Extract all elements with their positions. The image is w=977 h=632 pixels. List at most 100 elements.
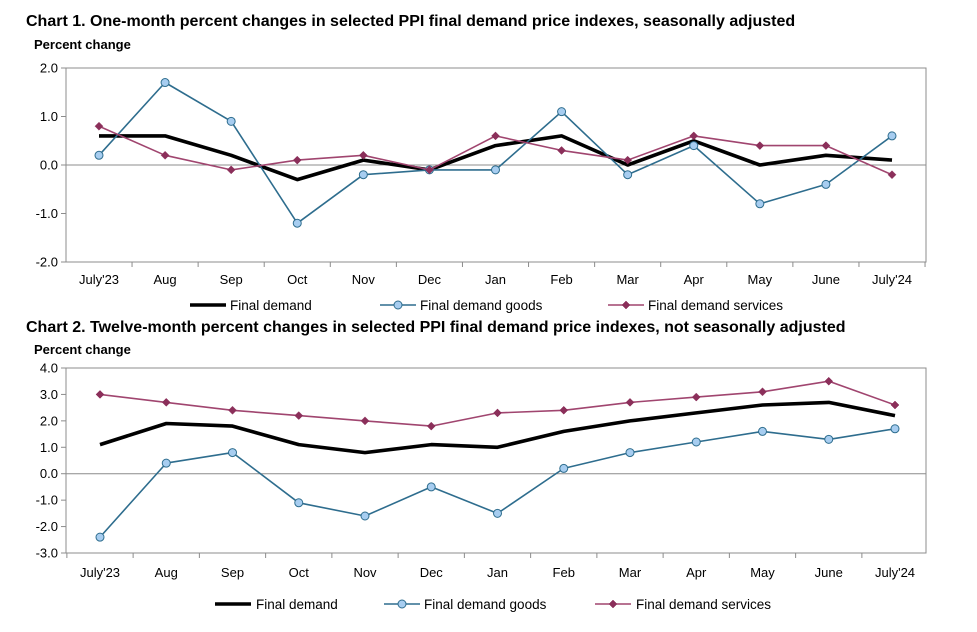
- chart1-y-tick-label: -2.0: [36, 255, 58, 270]
- chart1-series-2-point: [821, 179, 831, 189]
- chart1-series-2-point: [292, 218, 302, 228]
- chart1-series-3-point: [887, 170, 897, 180]
- chart1-title: Chart 1. One-month percent changes in se…: [26, 13, 796, 30]
- chart2-y-tick-label: -2.0: [36, 519, 58, 534]
- chart1-legend-label-2: Final demand goods: [420, 298, 543, 313]
- chart2-legend-marker-2: [397, 599, 407, 609]
- chart2-x-tick-label: July'24: [875, 565, 915, 580]
- chart1-series-3-point: [94, 121, 104, 131]
- chart1-x-tick-label: May: [748, 272, 773, 287]
- chart2-series-2-point: [890, 424, 900, 434]
- chart1-x-tick-label: Sep: [220, 272, 243, 287]
- chart2-series-2-point: [691, 437, 701, 447]
- chart2-title: Chart 2. Twelve-month percent changes in…: [26, 319, 846, 336]
- chart2-series-3-point: [625, 398, 635, 407]
- chart2-series-3-point: [493, 408, 502, 418]
- chart2-series-3-point: [360, 416, 370, 426]
- chart1-series-3-point: [557, 146, 566, 155]
- chart1-series-3-point: [160, 150, 170, 160]
- chart1-x-tick-label: July'24: [872, 272, 912, 287]
- chart1-series-3-point: [689, 131, 699, 141]
- chart1-x-tick-label: Apr: [684, 272, 705, 287]
- chart2-series-2-point: [95, 532, 105, 542]
- chart1-legend-label-3: Final demand services: [648, 298, 783, 313]
- chart2-y-tick-label: 3.0: [40, 387, 58, 402]
- chart1-y-tick-label: -1.0: [36, 206, 58, 221]
- chart1-series-3-point: [821, 141, 831, 150]
- chart2-series-3-point: [559, 405, 569, 415]
- chart2-series-3-point: [161, 398, 171, 407]
- chart1-series-3-point: [755, 141, 765, 150]
- chart1-series-2-point: [623, 170, 633, 180]
- chart1-series-2-point: [557, 107, 567, 117]
- chart1-series-2-point: [358, 170, 368, 180]
- chart1-x-tick-label: Nov: [352, 272, 376, 287]
- chart2-series-3-point: [691, 392, 701, 402]
- chart2-x-tick-label: Aug: [155, 565, 178, 580]
- chart2-x-tick-label: Apr: [686, 565, 707, 580]
- chart1-legend-marker-2: [393, 300, 403, 310]
- chart2-series-line-1: [99, 400, 896, 455]
- chart2-y-tick-label: 4.0: [40, 361, 58, 376]
- chart1-series-2-point: [755, 199, 765, 209]
- chart2-series-3-point: [426, 421, 436, 431]
- chart2-y-tick-label: 1.0: [40, 440, 58, 455]
- chart2-series-2-point: [758, 426, 767, 436]
- chart2-legend-marker-3: [608, 599, 618, 609]
- chart2-legend-label-2: Final demand goods: [424, 597, 547, 612]
- chart2-legend-label-1: Final demand: [256, 597, 338, 612]
- chart1-x-tick-label: Jan: [485, 272, 506, 287]
- chart2-x-tick-label: Jan: [487, 565, 508, 580]
- chart2-series-2-point: [360, 511, 370, 521]
- chart2-y-tick-label: 0.0: [40, 466, 58, 481]
- chart1-series-2-point: [94, 150, 104, 160]
- chart2-series-3-point: [95, 390, 105, 399]
- chart2-series-3-point: [890, 400, 900, 410]
- chart2-series-3-point: [758, 387, 767, 397]
- chart2-plot-frame: [65, 367, 927, 554]
- chart1-series-2-point: [160, 78, 170, 88]
- chart2-x-tick-label: Sep: [221, 565, 244, 580]
- chart2-series-2-point: [426, 482, 436, 492]
- chart2-y-tick-label: 2.0: [40, 413, 58, 428]
- chart1-series-3-point: [623, 155, 633, 165]
- chart2-series-2-point: [824, 434, 834, 444]
- chart2-x-tick-label: Oct: [289, 565, 310, 580]
- chart2-y-axis-label: Percent change: [34, 342, 131, 357]
- chart2-series-2-point: [161, 458, 171, 468]
- chart2-y-tick-label: -1.0: [36, 493, 58, 508]
- chart1-x-tick-label: June: [812, 272, 840, 287]
- chart2-x-tick-label: Mar: [619, 565, 642, 580]
- chart2-series-3-point: [294, 411, 304, 420]
- chart1-x-tick-label: Oct: [287, 272, 308, 287]
- chart1-series-line-1: [99, 134, 893, 182]
- chart1-series-3-point: [292, 155, 302, 165]
- chart1-series-3-point: [226, 165, 236, 175]
- chart1-y-tick-label: 1.0: [40, 109, 58, 124]
- chart2-series-3-point: [228, 405, 237, 415]
- chart1-x-tick-label: July'23: [79, 272, 119, 287]
- chart2-legend-label-3: Final demand services: [636, 597, 771, 612]
- chart2-series-line-2: [99, 428, 896, 538]
- chart2-series-2-point: [493, 508, 502, 518]
- chart1-series-2-point: [689, 141, 699, 151]
- chart2-x-tick-label: Nov: [353, 565, 377, 580]
- chart1-x-tick-label: Mar: [616, 272, 639, 287]
- chart1-x-tick-label: Feb: [550, 272, 572, 287]
- chart2-x-tick-label: July'23: [80, 565, 120, 580]
- chart2-series-2-point: [559, 463, 569, 473]
- chart1-y-tick-label: 2.0: [40, 61, 58, 76]
- chart2-y-tick-label: -3.0: [36, 546, 58, 561]
- chart1-series-3-point: [425, 165, 434, 175]
- chart1-series-3-point: [358, 150, 368, 160]
- chart2-series-3-point: [824, 376, 834, 386]
- chart2-x-tick-label: Feb: [553, 565, 575, 580]
- chart2-series-2-point: [228, 448, 237, 458]
- chart2-series-2-point: [294, 498, 304, 508]
- chart2-x-tick-label: June: [815, 565, 843, 580]
- chart2-x-tick-label: May: [750, 565, 775, 580]
- chart1-legend-marker-3: [621, 300, 631, 310]
- chart1-series-2-point: [887, 131, 897, 141]
- chart2-series-2-point: [625, 448, 635, 458]
